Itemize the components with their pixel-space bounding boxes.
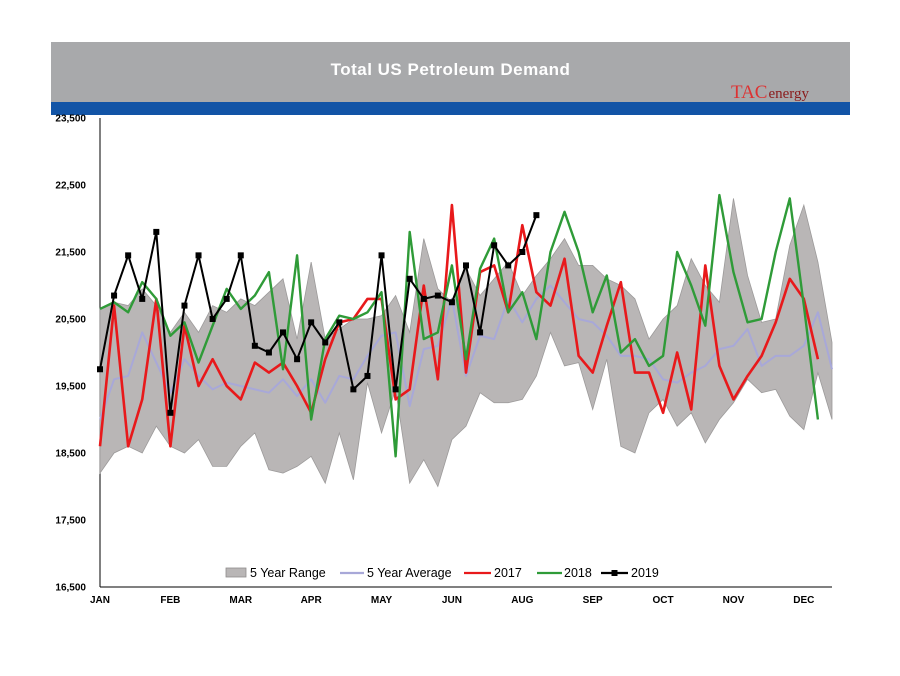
series-2019-point (125, 252, 132, 259)
series-2019-point (280, 329, 286, 336)
header-accent-bar (51, 102, 850, 115)
series-2019-point (294, 356, 301, 363)
logo-text: TAC (731, 82, 768, 103)
series-2019-point (519, 249, 526, 255)
legend-label-2017: 2017 (494, 566, 522, 580)
series-2019-point (463, 262, 469, 269)
legend-label-5yr-range: 5 Year Range (250, 566, 326, 580)
x-tick-label: JUN (442, 595, 462, 606)
chart-title: Total US Petroleum Demand (330, 60, 571, 79)
series-2019-point (111, 292, 118, 299)
series-2019-point (392, 386, 399, 393)
y-tick-label: 21,500 (55, 248, 86, 259)
legend-label-2019: 2019 (631, 566, 659, 580)
x-tick-label: NOV (723, 595, 745, 606)
series-2019-point (251, 342, 258, 349)
series-2019-point (265, 349, 272, 356)
series-2019-point (364, 372, 371, 379)
x-tick-label: JAN (90, 595, 110, 606)
chart-header (51, 42, 850, 102)
series-2019-point (209, 316, 216, 322)
series-2019-point (350, 386, 357, 393)
x-tick-label: MAR (229, 595, 253, 606)
series-2019-point (378, 252, 385, 259)
legend-marker-2019 (611, 570, 618, 576)
x-tick-label: OCT (653, 595, 674, 606)
series-2019-point (223, 295, 230, 302)
series-2019-point (167, 409, 174, 416)
series-2019-point (434, 292, 441, 299)
series-2019-point (97, 366, 103, 373)
x-tick-label: FEB (160, 595, 180, 606)
legend-label-2018: 2018 (564, 566, 592, 580)
series-2019-point (195, 252, 202, 259)
series-2019-point (420, 295, 427, 302)
y-tick-label: 16,500 (55, 583, 86, 594)
series-2019-point (237, 252, 244, 259)
series-2019-point (322, 339, 329, 346)
series-line-2017 (98, 203, 820, 448)
series-2019-point (505, 262, 512, 269)
brand-logo: TACenergy (731, 83, 809, 102)
series-2019-point (181, 302, 188, 309)
x-tick-label: AUG (511, 595, 533, 606)
series-line-2019 (99, 214, 538, 414)
logo-suffix: energy (768, 86, 810, 102)
series-2019-point (406, 275, 413, 282)
series-2019-point (139, 295, 146, 302)
x-tick-label: DEC (793, 595, 814, 606)
y-tick-label: 18,500 (55, 449, 86, 460)
x-tick-label: APR (301, 595, 323, 606)
y-tick-label: 19,500 (55, 382, 86, 393)
series-2019-point (448, 299, 455, 306)
y-tick-label: 17,500 (55, 516, 86, 527)
x-tick-label: MAY (371, 595, 393, 606)
series-2019-point (491, 242, 498, 249)
x-tick-label: SEP (583, 595, 603, 606)
legend-swatch-5yr-range (225, 567, 247, 578)
legend-label-5-year-average: 5 Year Average (367, 566, 452, 580)
series-line-5-year-average (99, 284, 833, 420)
series-2019-point (308, 319, 315, 326)
series-2019-point (533, 212, 540, 219)
y-tick-label: 20,500 (55, 315, 86, 326)
series-2019-point (477, 329, 484, 336)
series-2019-point (153, 228, 160, 235)
y-tick-label: 23,500 (55, 114, 86, 125)
series-2019-point (336, 319, 343, 326)
series-5yr-range-band (99, 198, 833, 488)
y-tick-label: 22,500 (55, 181, 86, 192)
